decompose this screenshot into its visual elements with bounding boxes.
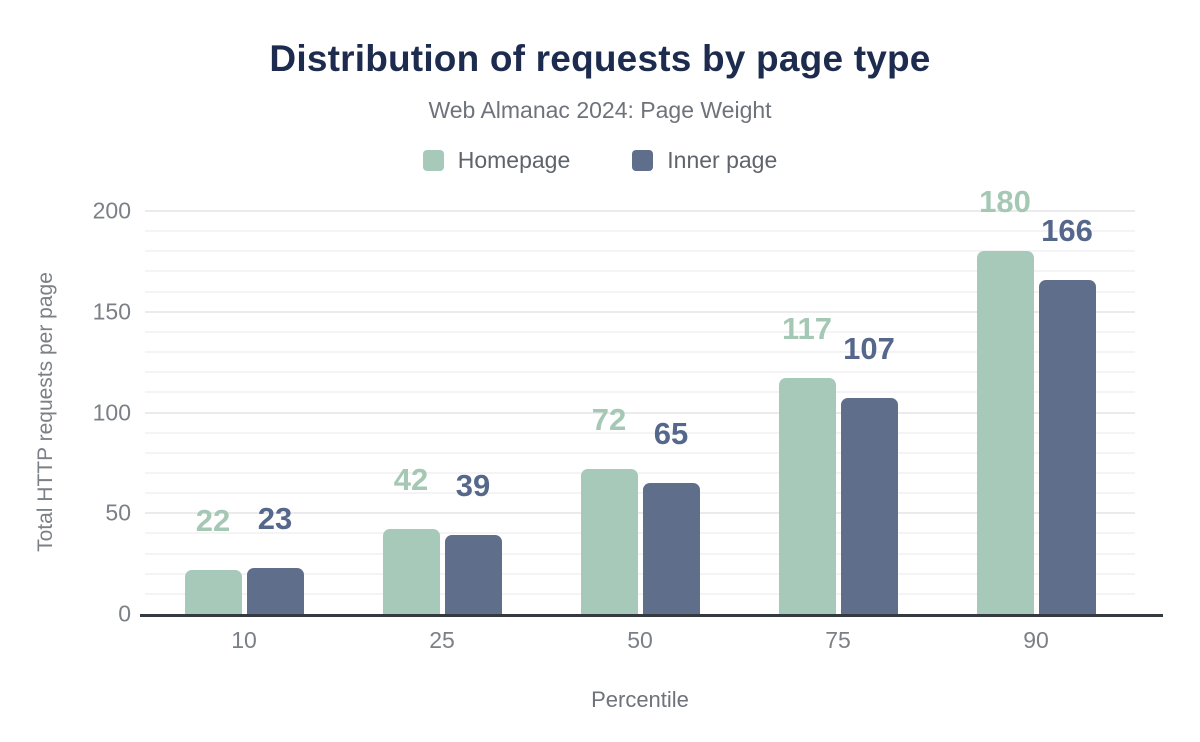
bar-value-label: 42 — [393, 462, 429, 498]
gridline-20 — [145, 572, 1135, 575]
chart-region: Total HTTP requests per page 0 50 100 150 20… — [0, 186, 1200, 713]
bar-value-label: 166 — [1041, 212, 1093, 248]
bar-homepage-p25[interactable] — [382, 529, 440, 614]
gridline-180 — [145, 250, 1135, 253]
gridline-190 — [145, 230, 1135, 233]
bar-inner-page-p10[interactable] — [246, 567, 304, 614]
legend-item-homepage[interactable]: Homepage — [422, 147, 571, 174]
bar-unit: 107 — [840, 331, 898, 614]
x-tick-label-75: 75 — [825, 627, 851, 653]
gridline-130 — [145, 351, 1135, 354]
gridline-170 — [145, 270, 1135, 273]
gridline-40 — [145, 532, 1135, 535]
bar-unit: 65 — [642, 416, 700, 614]
bar-value-label: 107 — [843, 331, 895, 367]
y-tick-label-50: 50 — [105, 499, 131, 526]
legend: Homepage Inner page — [0, 147, 1200, 174]
bar-value-label: 72 — [591, 401, 627, 437]
x-axis-line — [140, 614, 1163, 617]
bar-unit: 117 — [778, 311, 836, 614]
bar-homepage-p10[interactable] — [184, 569, 242, 614]
gridline-100 — [145, 411, 1135, 414]
gridline-60 — [145, 492, 1135, 495]
bar-homepage-p90[interactable] — [976, 251, 1034, 614]
bar-inner-page-p50[interactable] — [642, 483, 700, 614]
gridline-110 — [145, 391, 1135, 394]
bar-group-p50: 72 65 — [541, 211, 739, 614]
bar-value-label: 23 — [257, 500, 293, 536]
bar-group-p10: 22 23 — [145, 211, 343, 614]
y-tick-label-200: 200 — [92, 197, 131, 224]
gridline-200 — [145, 210, 1135, 212]
bar-unit: 23 — [246, 500, 304, 614]
legend-item-inner-page[interactable]: Inner page — [632, 147, 777, 174]
bar-value-label: 39 — [455, 468, 491, 504]
x-tick-label-90: 90 — [1023, 627, 1049, 653]
x-tick-label-50: 50 — [627, 627, 653, 653]
y-tick-label-100: 100 — [92, 399, 131, 425]
bar-inner-page-p90[interactable] — [1038, 279, 1096, 614]
bar-homepage-p75[interactable] — [778, 378, 836, 614]
x-tick-label-25: 25 — [429, 627, 455, 653]
y-axis-title: Total HTTP requests per page — [34, 272, 57, 552]
gridline-140 — [145, 330, 1135, 333]
gridline-50 — [145, 512, 1135, 515]
bar-group-p90: 180 166 — [937, 186, 1135, 614]
bar-unit: 42 — [382, 462, 440, 614]
x-tick-label-10: 10 — [231, 627, 257, 653]
chart-subtitle: Web Almanac 2024: Page Weight — [428, 97, 772, 123]
bar-groups: 22 23 42 39 72 65 117 107 180 166 — [145, 186, 1135, 614]
bar-unit: 22 — [184, 502, 242, 614]
x-tick-row: 10 25 50 75 90 — [145, 627, 1135, 654]
bar-value-label: 180 — [979, 184, 1031, 220]
homepage-swatch-icon — [422, 150, 444, 171]
y-tick-label-150: 150 — [92, 298, 131, 325]
gridline-150 — [145, 310, 1135, 313]
bar-unit: 180 — [976, 184, 1034, 614]
legend-item-label: Inner page — [667, 147, 778, 173]
bar-group-p25: 42 39 — [343, 211, 541, 614]
legend-item-label: Homepage — [457, 147, 571, 173]
gridline-30 — [145, 552, 1135, 555]
bar-group-p75: 117 107 — [739, 211, 937, 614]
plot: 0 50 100 150 200 22 23 42 39 72 65 117 107 180 166 — [93, 186, 1163, 625]
gridline-90 — [145, 431, 1135, 434]
bar-unit: 39 — [444, 468, 502, 614]
bar-inner-page-p75[interactable] — [840, 398, 898, 614]
gridline-120 — [145, 371, 1135, 374]
x-axis-title: Percentile — [591, 687, 689, 712]
bar-unit: 72 — [580, 401, 638, 614]
y-tick-label-0: 0 — [118, 600, 131, 627]
bar-unit: 166 — [1038, 212, 1096, 614]
bar-value-label: 65 — [653, 416, 689, 452]
bar-homepage-p50[interactable] — [580, 468, 638, 614]
gridline-160 — [145, 290, 1135, 293]
chart-title: Distribution of requests by page type — [269, 38, 931, 79]
inner-page-swatch-icon — [632, 150, 654, 171]
bar-inner-page-p25[interactable] — [444, 535, 502, 614]
bar-value-label: 22 — [195, 502, 231, 538]
gridline-70 — [145, 471, 1135, 474]
gridline-10 — [145, 592, 1135, 595]
bar-value-label: 117 — [781, 311, 832, 347]
gridline-80 — [145, 451, 1135, 454]
